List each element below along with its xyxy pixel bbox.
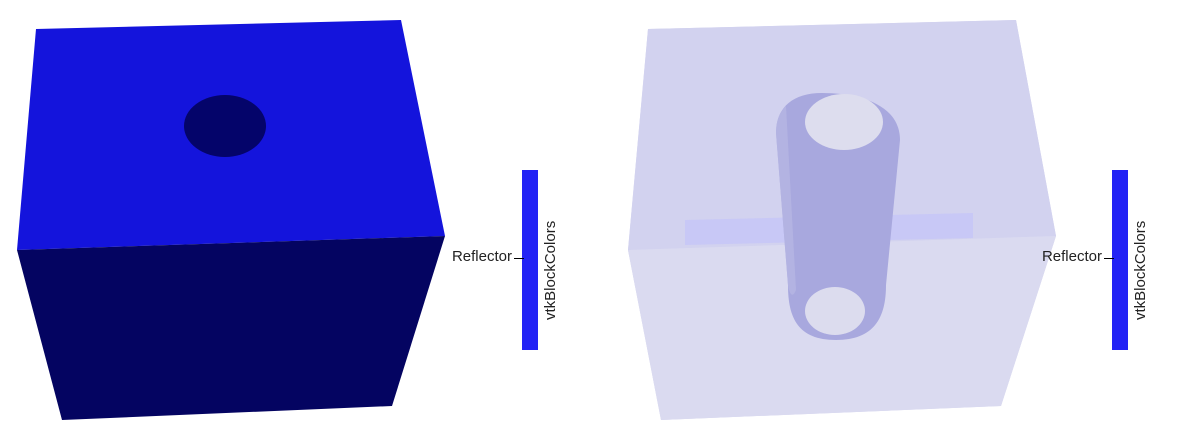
cylinder-bottom-cap: [805, 287, 865, 335]
cylinder-shade: [776, 106, 796, 295]
cylinder-hole: [184, 95, 266, 157]
solid-box-render[interactable]: [0, 0, 590, 440]
color-legend-tick: [514, 258, 524, 259]
box-front-face: [17, 236, 445, 420]
color-legend-label: Reflector: [451, 248, 512, 265]
color-legend-title: vtkBlockColors: [542, 220, 559, 320]
translucent-box-render[interactable]: [590, 0, 1180, 440]
color-legend-bar: [1112, 170, 1128, 350]
render-view-solid[interactable]: Reflector vtkBlockColors: [0, 0, 590, 440]
cylinder-top-cap: [805, 94, 883, 150]
color-legend-title: vtkBlockColors: [1132, 220, 1149, 320]
color-legend-bar: [522, 170, 538, 350]
render-view-translucent[interactable]: Reflector vtkBlockColors: [590, 0, 1180, 440]
color-legend-tick: [1104, 258, 1114, 259]
cylinder-body: [776, 93, 900, 340]
color-legend-label: Reflector: [1041, 248, 1102, 265]
